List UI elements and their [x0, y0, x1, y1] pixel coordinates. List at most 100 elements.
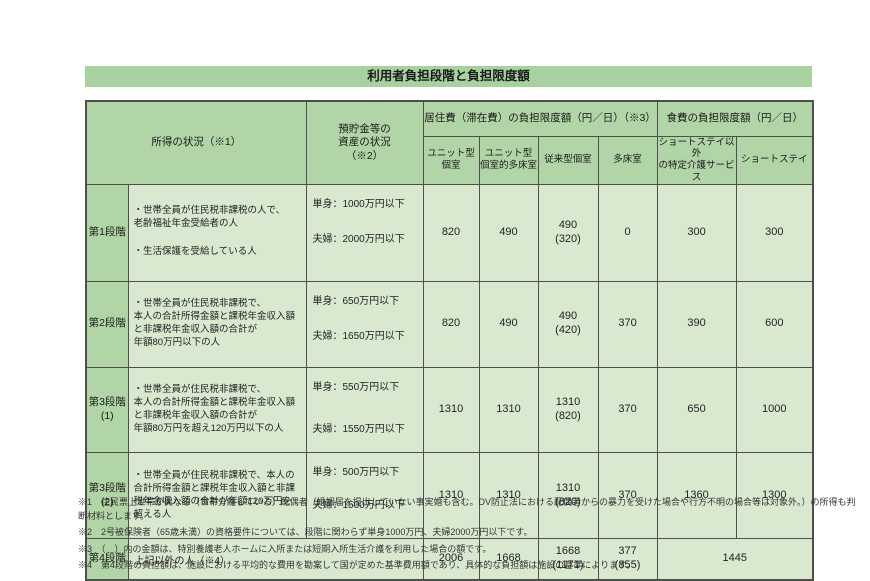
value-multi-bed: 370 — [597, 280, 658, 368]
amount: 370 — [618, 488, 637, 501]
header-conventional-private: 従来型個室 — [537, 135, 599, 185]
value-shortstay: 1000 — [735, 366, 814, 454]
condition-item: ・世帯全員が住民税非課税で、本人の 合計所得金額と課税年金収入額と非課 税年金収… — [133, 470, 296, 520]
value-conventional-private: 1310 (820) — [537, 366, 599, 454]
value-non-shortstay-service: 650 — [656, 366, 737, 454]
amount-paren: (820) — [555, 495, 581, 508]
amount-paren: (320) — [555, 232, 581, 245]
value-conventional-private: 490 (320) — [537, 184, 599, 282]
amount-paren: (855) — [614, 559, 641, 571]
condition-item: ・世帯全員が住民税非課税の人で、 老齢福祉年金受給者の人 — [133, 204, 286, 229]
stage-text: 第3段階 — [88, 396, 126, 409]
amount: 0 — [624, 225, 631, 238]
header-savings-status: 預貯金等の 資産の状況 （※2） — [305, 100, 424, 185]
amount: 370 — [618, 403, 637, 416]
savings-single: 単身：650万円以下 — [312, 295, 400, 307]
value-multi-bed: 370 — [597, 366, 658, 454]
amount: 820 — [441, 317, 461, 330]
amount: 1668 — [555, 545, 581, 558]
income-conditions: 上記以外の人（※4） — [127, 538, 424, 581]
value-unit-private: 1310 — [422, 366, 480, 454]
asset-conditions: 単身：1000万円以下 夫婦：2000万円以下 — [305, 184, 424, 282]
value-unit-semi-multi: 1310 — [478, 366, 539, 454]
value-multi-bed: 0 — [597, 184, 658, 282]
income-conditions: ・世帯全員が住民税非課税の人で、 老齢福祉年金受給者の人 ・生活保護を受給してい… — [127, 184, 307, 282]
amount: 300 — [765, 225, 784, 238]
amount: 490 — [499, 225, 518, 238]
value-non-shortstay-service: 300 — [656, 184, 737, 282]
value-multi-bed: 370 — [597, 452, 658, 540]
value-unit-semi-multi: 1668 — [478, 538, 539, 581]
income-conditions: ・世帯全員が住民税非課税で、本人の 合計所得金額と課税年金収入額と非課 税年金収… — [127, 452, 307, 540]
amount: 1360 — [684, 488, 709, 501]
savings-couple: 夫婦：1650万円以下 — [312, 330, 405, 342]
amount: 650 — [687, 403, 706, 416]
savings-single: 単身：500万円以下 — [312, 467, 400, 479]
amount: 820 — [441, 225, 461, 238]
amount: 1000 — [762, 403, 787, 416]
row-stage-4: 第4段階 上記以外の人（※4） 2006 1668 1668 (1171) 377… — [85, 538, 814, 581]
header-non-shortstay-service: ショートステイ以外 の特定介護サービス — [656, 135, 737, 185]
value-unit-semi-multi: 490 — [478, 280, 539, 368]
amount: 490 — [499, 317, 518, 330]
savings-couple: 夫婦：2000万円以下 — [312, 234, 405, 245]
footnote-4: ※4 第4段階の負担額は、施設における平均的な費用を勘案して国が定めた基準費用額… — [78, 560, 636, 570]
row-stage-3-2: 第3段階 (2) ・世帯全員が住民税非課税で、本人の 合計所得金額と課税年金収入… — [85, 452, 814, 540]
savings-single: 単身：550万円以下 — [312, 381, 400, 393]
value-shortstay: 600 — [735, 280, 814, 368]
stage-sub-text: (1) — [100, 409, 114, 422]
page-title: 利用者負担段階と負担限度額 — [85, 66, 812, 87]
value-conventional-private: 1668 (1171) — [537, 538, 599, 581]
stage-label: 第4段階 — [85, 538, 129, 581]
value-shortstay: 300 — [735, 184, 814, 282]
savings-single: 単身：1000万円以下 — [312, 199, 405, 210]
savings-couple: 夫婦：1500万円以下 — [312, 500, 405, 512]
savings-couple: 夫婦：1550万円以下 — [312, 423, 405, 435]
amount: 1300 — [762, 488, 787, 501]
stage-label: 第3段階 (2) — [85, 452, 129, 540]
header-income-status: 所得の状況（※1） — [85, 100, 307, 185]
row-stage-2: 第2段階 ・世帯全員が住民税非課税で、 本人の合計所得金額と課税年金収入額 と非… — [85, 280, 814, 368]
amount-paren: (420) — [555, 324, 581, 337]
value-unit-private: 1310 — [422, 452, 480, 540]
footnote-1: ※1 住民票上世帯が異なる（世帯分離している）配偶者（婚姻届を提出していない事実… — [78, 497, 856, 521]
stage-label: 第2段階 — [85, 280, 129, 368]
amount: 1310 — [496, 488, 521, 501]
stage-text: 第3段階 — [88, 482, 126, 495]
header-meal-group: 食費の負担限度額（円／日） — [656, 100, 814, 137]
row-stage-3-1: 第3段階 (1) ・世帯全員が住民税非課税で、 本人の合計所得金額と課税年金収入… — [85, 366, 814, 454]
amount: 490 — [558, 219, 578, 232]
amount: 390 — [687, 317, 706, 330]
condition-item: 上記以外の人（※4） — [134, 555, 231, 567]
amount: 1310 — [438, 488, 464, 501]
amount: 370 — [618, 317, 637, 330]
amount: 1310 — [555, 396, 581, 409]
asset-conditions: 単身：650万円以下 夫婦：1650万円以下 — [305, 280, 424, 368]
value-conventional-private: 1310 (820) — [537, 452, 599, 540]
condition-item: ・世帯全員が住民税非課税で、 本人の合計所得金額と課税年金収入額 と非課税年金収… — [133, 384, 296, 434]
header-row-groups: 所得の状況（※1） 預貯金等の 資産の状況 （※2） 居住費（滞在費）の負担限度… — [85, 100, 814, 185]
asset-conditions: 単身：550万円以下 夫婦：1550万円以下 — [305, 366, 424, 454]
header-unit-private: ユニット型 個室 — [422, 135, 480, 185]
header-row-sub: ユニット型 個室 ユニット型 個室的多床室 従来型個室 多床室 ショートステイ以… — [86, 135, 814, 185]
value-non-shortstay-service: 390 — [656, 280, 737, 368]
amount: 490 — [558, 310, 578, 323]
condition-item: ・生活保護を受給している人 — [133, 246, 257, 257]
amount: 300 — [687, 225, 706, 238]
value-unit-semi-multi: 1310 — [478, 452, 539, 540]
stage-label: 第3段階 (1) — [85, 366, 129, 454]
amount: 1310 — [438, 403, 464, 416]
amount: 1310 — [496, 403, 521, 416]
row-stage-1: 第1段階 ・世帯全員が住民税非課税の人で、 老齢福祉年金受給者の人 ・生活保護を… — [85, 184, 814, 282]
value-unit-private: 820 — [422, 184, 480, 282]
value-unit-private: 820 — [422, 280, 480, 368]
value-unit-semi-multi: 490 — [478, 184, 539, 282]
header-residence-group: 居住費（滞在費）の負担限度額（円／日）（※3） — [422, 100, 658, 137]
footnote-3: ※3 （ ）内の金額は、特別養護老人ホームに入所または短期入所生活介護を利用した… — [78, 543, 492, 554]
header-shortstay: ショートステイ — [735, 135, 814, 185]
value-unit-private: 2006 — [422, 538, 480, 581]
value-multi-bed: 377 (855) — [597, 538, 658, 581]
stage-text: 第2段階 — [88, 317, 126, 330]
burden-limit-table: 所得の状況（※1） 預貯金等の 資産の状況 （※2） 居住費（滞在費）の負担限度… — [85, 100, 815, 581]
value-non-shortstay-service: 1360 — [656, 452, 737, 540]
